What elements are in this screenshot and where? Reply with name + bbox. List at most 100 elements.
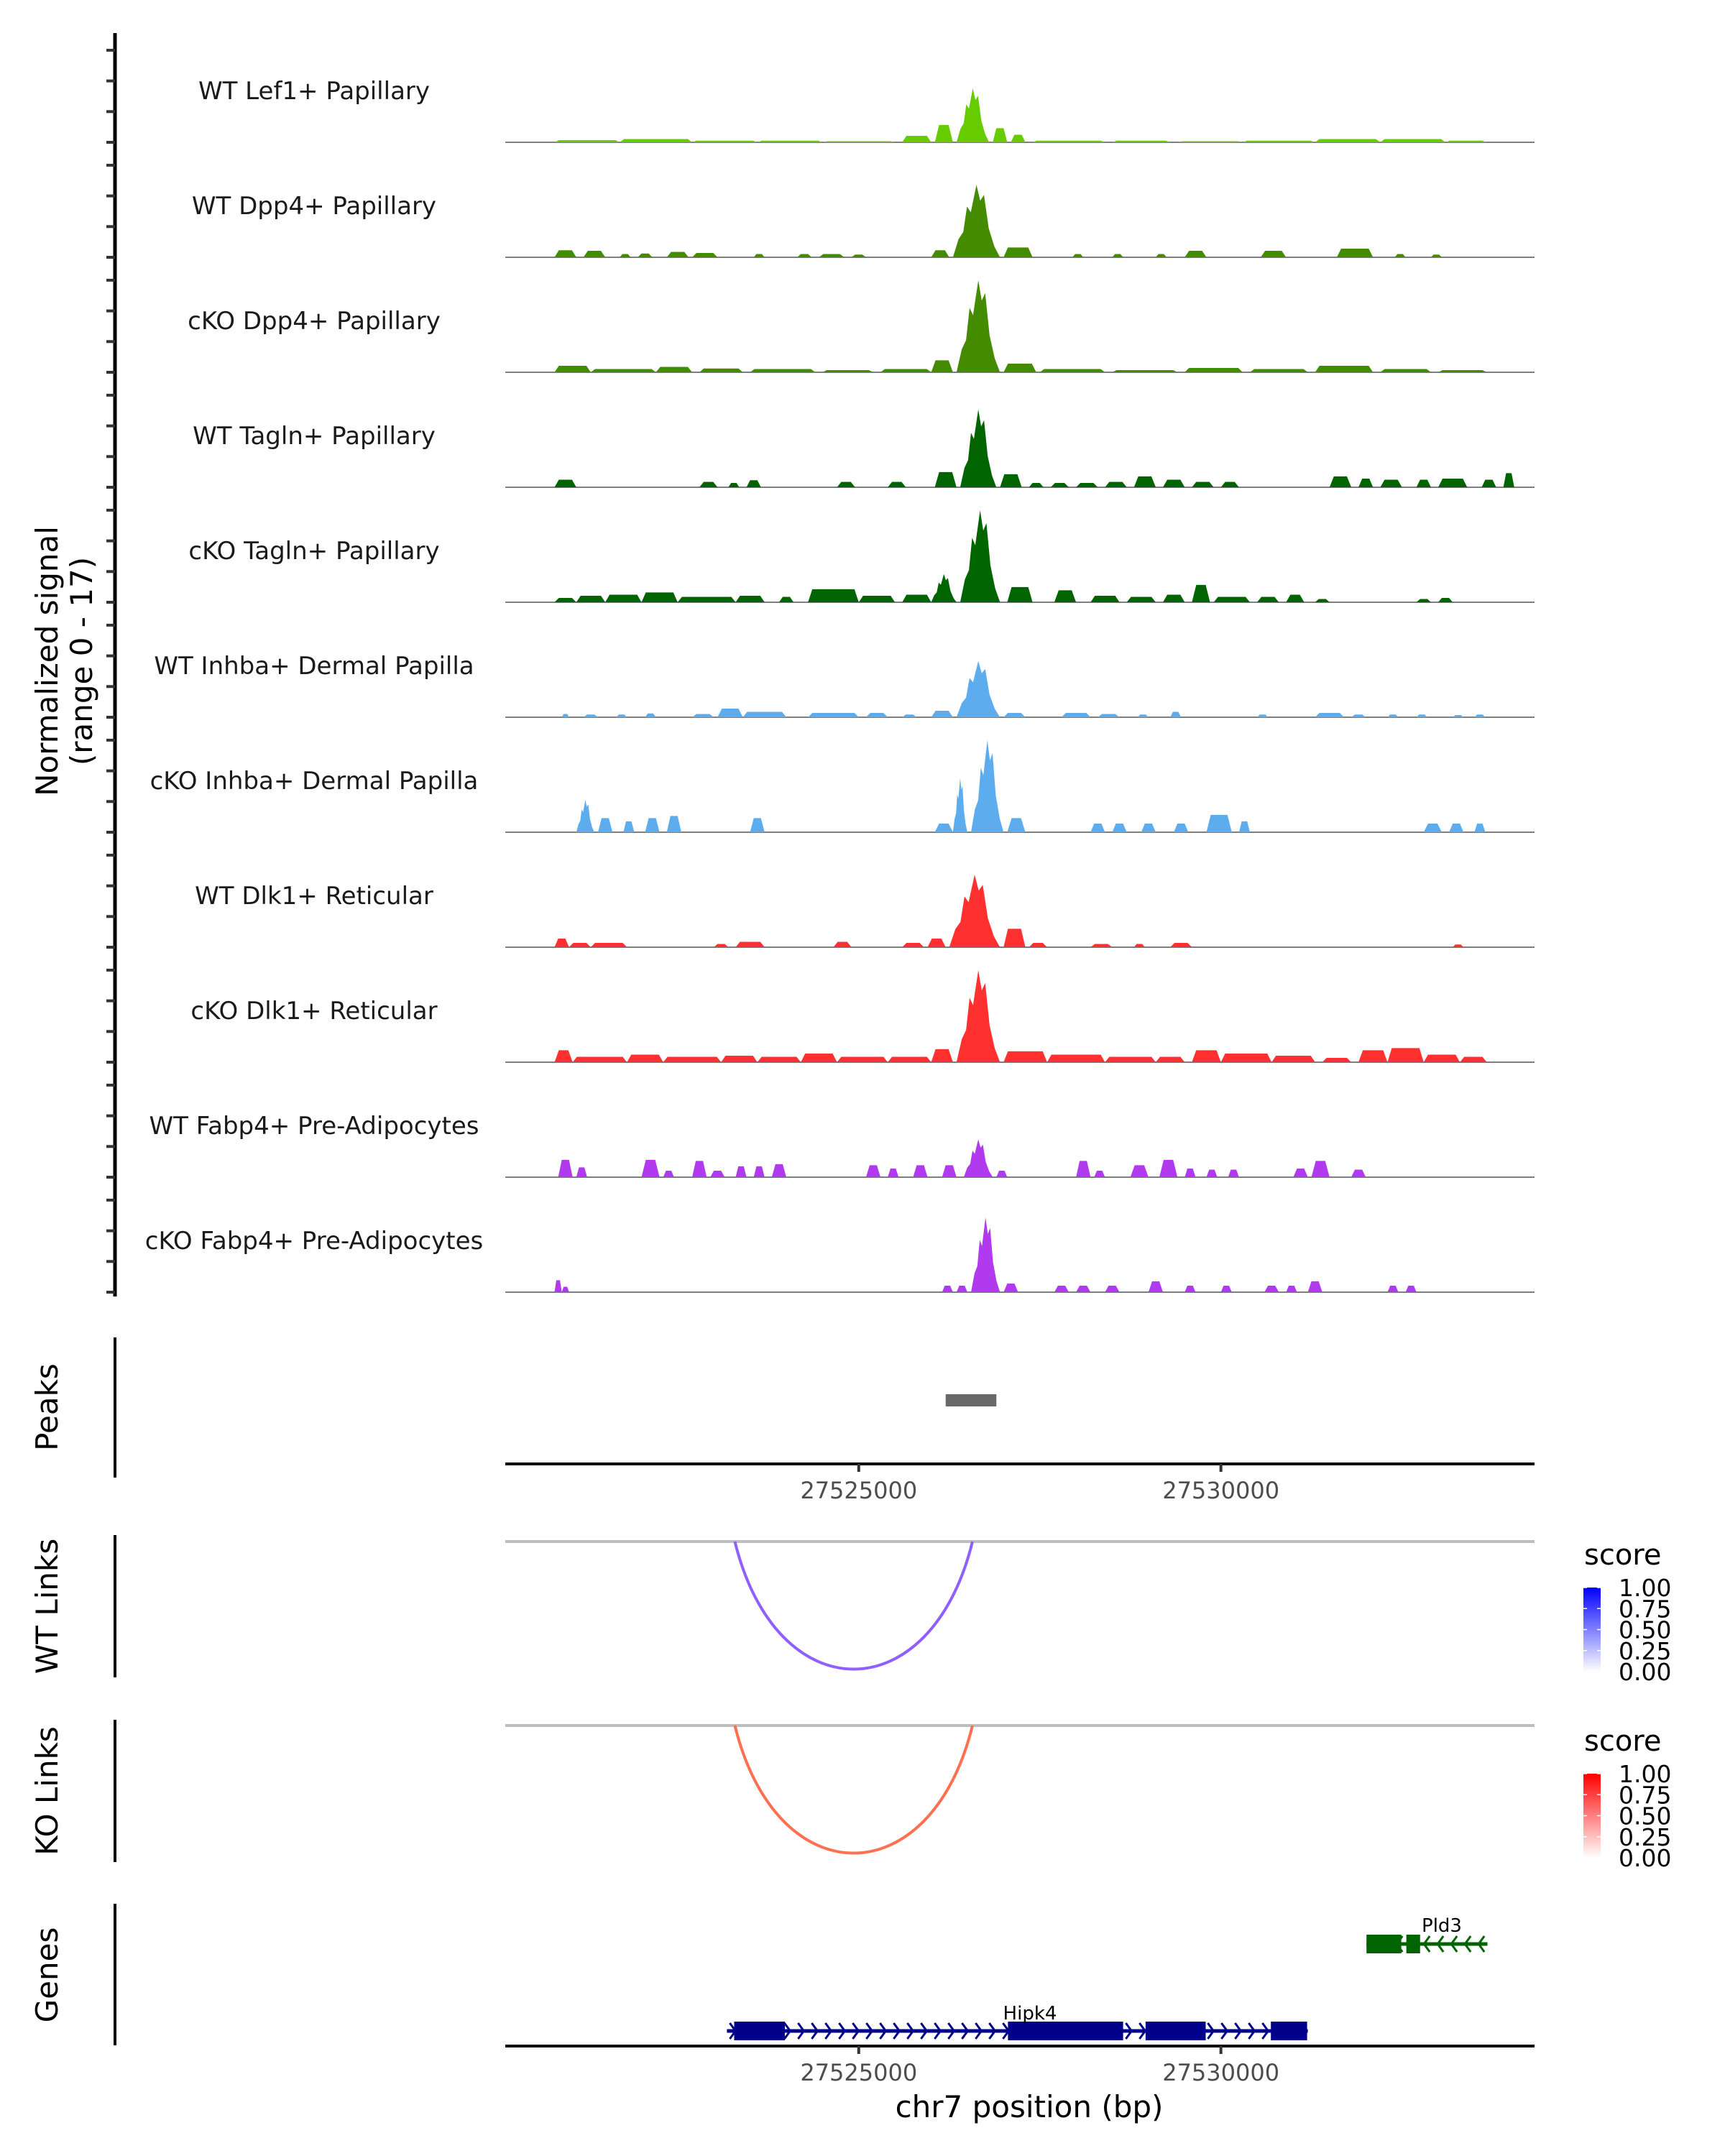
gene-exon [1145,2022,1206,2040]
track-wt-lef1-papillary: WT Lef1+ Papillary [198,77,1535,143]
signal-peak [1387,1286,1399,1292]
signal-peak [1416,599,1431,602]
signal-peak [1380,479,1402,487]
signal-peak [1112,140,1171,142]
signal-peak [952,778,967,832]
strand-arrow-icon [1436,1935,1445,1953]
legend-break-label: 0.50 [1619,1616,1671,1644]
ko-links-track-label: KO Links [29,1726,65,1856]
signal-peak [822,370,873,372]
signal-peak [1192,584,1210,602]
signal-peak [576,1167,587,1177]
signal-peak [1156,1056,1185,1062]
signal-peak [1257,714,1269,717]
signal-peak [934,824,953,832]
signal-peak [583,251,606,257]
legend-title: score [1584,1539,1661,1572]
signal-peak [1105,1056,1156,1062]
signal-peak [833,941,852,947]
signal-peak [931,1049,953,1062]
signal-peak [956,280,1000,372]
gene-exon [1008,2022,1123,2040]
signal-peak [927,939,946,947]
signal-peak [1430,254,1442,257]
signal-peak [721,1056,758,1062]
signal-peak [1003,247,1033,257]
legend-break-label: 0.25 [1619,1823,1671,1851]
signal-peak [663,1056,722,1062]
signal-peak [822,141,896,142]
signal-peak [1133,476,1156,487]
signal-peak [692,1161,707,1177]
signal-peak [699,482,718,487]
signal-peak [554,1050,573,1062]
signal-peak [1474,824,1486,832]
signal-peak [949,875,1000,947]
signal-peak [808,589,859,602]
signal-peak [902,594,932,602]
signal-peak [1220,1286,1232,1292]
signal-peak [1163,594,1185,602]
signal-peak [1264,1286,1279,1292]
signal-peak [1293,1169,1308,1177]
signal-peak [934,124,953,142]
legend-break-label: 1.00 [1619,1574,1671,1602]
signal-peak [1029,943,1047,947]
signal-peak [576,596,606,602]
signal-peak [1184,368,1243,372]
signal-peak [666,816,681,832]
signal-peak [1192,482,1214,487]
signal-peak [663,1171,674,1177]
signal-peak [1112,254,1123,257]
legend-title: score [1584,1725,1661,1758]
signal-peak [1072,254,1084,257]
signal-peak [1423,1054,1460,1062]
signal-peak [1112,370,1178,372]
signal-peak [1003,1051,1047,1062]
signal-peak [931,250,949,257]
signal-peak [771,1164,786,1177]
peak-region [945,1394,997,1406]
gene-pld3: Pld3 [1366,1915,1488,1953]
track-label: cKO Tagln+ Papillary [188,537,439,566]
signal-peak [956,88,990,142]
x-axis-tick-label: 27530000 [1162,2059,1279,2086]
signal-peak [851,254,866,257]
signal-peak [1032,140,1105,142]
signal-peak [1228,1169,1239,1177]
signal-peak [746,480,761,487]
signal-peak [888,1056,932,1062]
signal-peak [942,1165,957,1177]
signal-peak [1481,479,1496,487]
signal-peak [753,254,765,257]
signal-peak [1156,254,1167,257]
strand-arrow-icon [961,2022,970,2040]
signal-peak [1130,1165,1149,1177]
signal-peak [1242,140,1315,142]
signal-peak [1329,476,1351,487]
signal-peak [1046,1054,1105,1062]
signal-peak [1416,714,1427,717]
signal-peak [865,713,888,717]
signal-peak [1126,596,1156,602]
signal-peak [801,1054,837,1062]
signal-peak [1011,134,1026,142]
signal-peak [561,714,569,717]
signal-peak [1076,483,1098,487]
signal-peak [797,254,812,257]
signal-peak [1050,483,1069,487]
signal-peak [583,714,598,717]
gene-models: Hipk4 Pld3 [727,1915,1488,2040]
signal-peak [1474,714,1486,717]
signal-peak [837,1056,888,1062]
signal-peak [1416,479,1431,487]
signal-peak [1000,474,1022,487]
signal-peak [1007,586,1033,602]
signal-peak [728,483,740,487]
signal-peak [1315,139,1381,142]
signal-peak [858,596,896,602]
signal-peak [1206,814,1232,832]
signal-peak [1148,1281,1163,1292]
